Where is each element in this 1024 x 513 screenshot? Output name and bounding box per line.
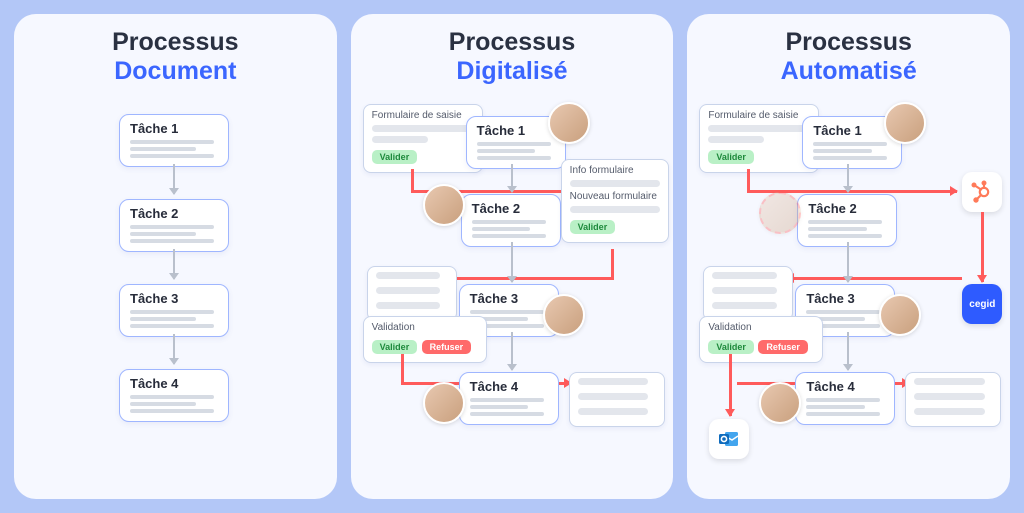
red-connector xyxy=(401,354,404,384)
avatar-user3 xyxy=(879,294,921,336)
flow-arrow xyxy=(173,249,175,279)
panel-title: Processus Digitalisé xyxy=(363,28,662,86)
flow-arrow xyxy=(511,332,513,370)
avatar-user2 xyxy=(423,184,465,226)
task-label: Tâche 1 xyxy=(813,123,891,138)
avatar-user4 xyxy=(423,382,465,424)
task-label: Tâche 4 xyxy=(806,379,884,394)
red-connector xyxy=(611,249,614,279)
task-label: Tâche 3 xyxy=(806,291,884,306)
validate-button[interactable]: Valider xyxy=(570,220,616,234)
form-title: Formulaire de saisie xyxy=(372,110,474,121)
task-label: Tâche 2 xyxy=(130,206,218,221)
task-card-2: Tâche 2 xyxy=(119,199,229,252)
flow-arrow xyxy=(847,332,849,370)
red-connector xyxy=(747,169,750,192)
avatar-disabled xyxy=(759,192,801,234)
form-info: Info formulaire Nouveau formulaire Valid… xyxy=(561,159,669,243)
flow-arrow xyxy=(511,164,513,192)
task-label: Tâche 2 xyxy=(808,201,886,216)
title-line2: Digitalisé xyxy=(363,57,662,86)
red-connector xyxy=(411,169,414,192)
red-connector xyxy=(981,212,984,282)
task-label: Tâche 2 xyxy=(472,201,550,216)
red-connector xyxy=(446,277,614,280)
form-input: Formulaire de saisie Valider xyxy=(699,104,819,173)
flow-arrow xyxy=(847,242,849,282)
validate-button[interactable]: Valider xyxy=(372,340,418,354)
task-label: Tâche 1 xyxy=(130,121,218,136)
form-validation: Validation Valider Refuser xyxy=(699,316,823,363)
task-label: Tâche 3 xyxy=(130,291,218,306)
refuse-button[interactable]: Refuser xyxy=(422,340,472,354)
panel-title: Processus Document xyxy=(26,28,325,86)
form-title: Nouveau formulaire xyxy=(570,191,660,202)
cegid-icon: cegid xyxy=(962,284,1002,324)
outlook-icon xyxy=(709,419,749,459)
task-label: Tâche 3 xyxy=(470,291,548,306)
title-line1: Processus xyxy=(699,28,998,57)
task-card-4: Tâche 4 xyxy=(795,372,895,425)
hubspot-icon xyxy=(962,172,1002,212)
validate-button[interactable]: Valider xyxy=(708,150,754,164)
title-line1: Processus xyxy=(26,28,325,57)
red-connector xyxy=(787,277,962,280)
task-card-4: Tâche 4 xyxy=(459,372,559,425)
form-title: Validation xyxy=(708,322,814,333)
panel-document: Processus Document Tâche 1 Tâche 2 Tâche… xyxy=(14,14,337,499)
data-card xyxy=(905,372,1001,427)
form-title: Validation xyxy=(372,322,478,333)
validate-button[interactable]: Valider xyxy=(372,150,418,164)
panel-title: Processus Automatisé xyxy=(699,28,998,86)
avatar-user1 xyxy=(884,102,926,144)
data-card xyxy=(703,266,793,321)
badge-label: cegid xyxy=(969,299,995,310)
flow-arrow xyxy=(511,242,513,282)
avatar-user1 xyxy=(548,102,590,144)
task-label: Tâche 1 xyxy=(477,123,555,138)
title-line2: Automatisé xyxy=(699,57,998,86)
panel-digitalise: Processus Digitalisé Formulaire de saisi… xyxy=(351,14,674,499)
task-card-1: Tâche 1 xyxy=(119,114,229,167)
refuse-button[interactable]: Refuser xyxy=(758,340,808,354)
red-connector xyxy=(729,354,732,416)
flow-arrow xyxy=(847,164,849,192)
validate-button[interactable]: Valider xyxy=(708,340,754,354)
title-line1: Processus xyxy=(363,28,662,57)
panel-automatise: Processus Automatisé Formulaire de saisi… xyxy=(687,14,1010,499)
task-card-2: Tâche 2 xyxy=(797,194,897,247)
task-card-4: Tâche 4 xyxy=(119,369,229,422)
form-title: Info formulaire xyxy=(570,165,660,176)
form-validation: Validation Valider Refuser xyxy=(363,316,487,363)
form-title: Formulaire de saisie xyxy=(708,110,810,121)
form-input: Formulaire de saisie Valider xyxy=(363,104,483,173)
task-label: Tâche 4 xyxy=(470,379,548,394)
title-line2: Document xyxy=(26,57,325,86)
task-label: Tâche 4 xyxy=(130,376,218,391)
data-card xyxy=(569,372,665,427)
avatar-user3 xyxy=(543,294,585,336)
task-card-3: Tâche 3 xyxy=(119,284,229,337)
flow-arrow xyxy=(173,334,175,364)
flow-arrow xyxy=(173,164,175,194)
task-card-2: Tâche 2 xyxy=(461,194,561,247)
data-card xyxy=(367,266,457,321)
